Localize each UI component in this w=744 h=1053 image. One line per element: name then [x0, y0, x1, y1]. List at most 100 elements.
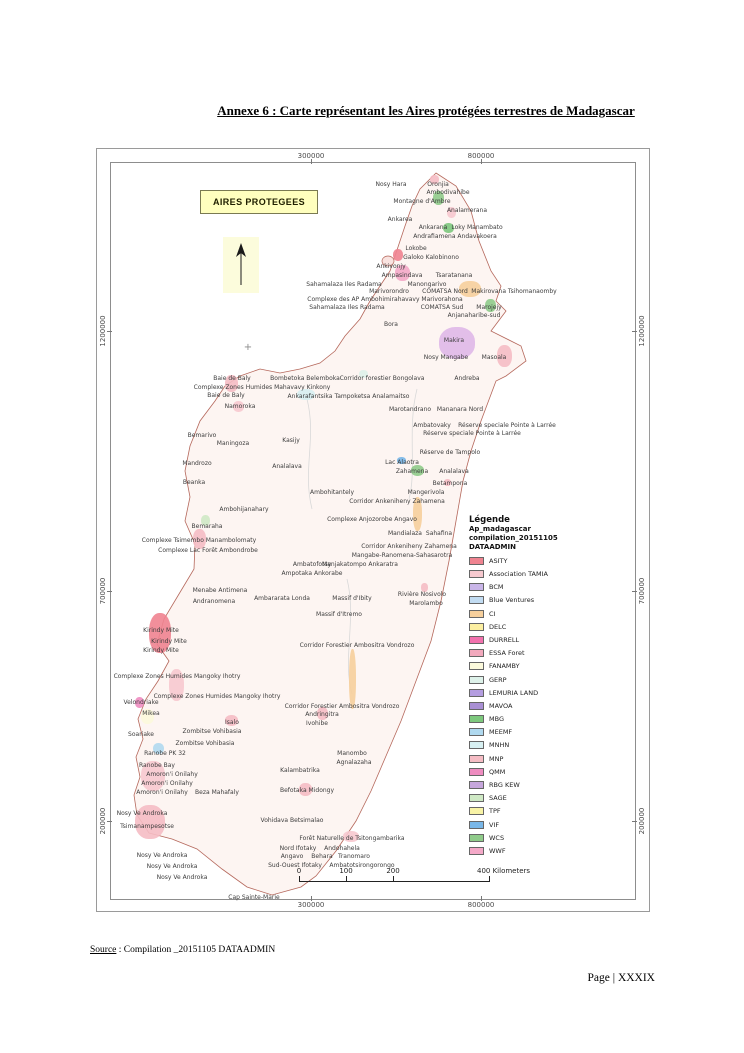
map-label: Velondriake: [123, 699, 159, 706]
map-region: [359, 370, 368, 378]
scale-bar-label: 0: [296, 867, 302, 875]
north-arrow-icon: [236, 243, 246, 285]
map-label: Amoron'i Onilahy: [146, 771, 198, 778]
legend-item-label: SAGE: [489, 794, 507, 803]
legend-swatch: [469, 820, 484, 829]
legend-swatch: [469, 728, 484, 737]
frame-tick: [311, 159, 312, 164]
map-label: Nosy Mangabe: [423, 354, 469, 361]
legend-swatch: [469, 781, 484, 790]
map-label: Tampoketsa Analamaitso: [334, 393, 410, 400]
frame-tick: [481, 159, 482, 164]
map-label: Réserve speciale Pointe à Larrée: [423, 430, 521, 437]
map-label: Ankivonjy: [376, 263, 406, 270]
legend-item: DELC: [469, 620, 569, 633]
coord-label: 800000: [467, 152, 495, 160]
legend-item-label: MEEMF: [489, 728, 513, 737]
map-label: Masoala: [481, 354, 507, 361]
legend-item: MNP: [469, 752, 569, 765]
map-label: Forêt Naturelle de Tsitongambarika: [299, 835, 405, 842]
source-note: Source : Compilation _20151105 DATAADMIN: [90, 945, 275, 955]
map-region: [135, 697, 144, 708]
legend-swatch: [469, 649, 484, 658]
map-label: Analalava: [439, 468, 469, 475]
map-label: Ambatofotsy: [292, 561, 332, 568]
graticule-cross: +: [243, 342, 253, 353]
map-region: [317, 707, 328, 720]
map-label: Anjanaharibe-sud: [447, 312, 501, 319]
map-label: Tsaratanana: [435, 272, 473, 279]
map-region: [443, 223, 454, 233]
scale-bar-label: 100: [339, 867, 353, 875]
legend-item: QMM: [469, 765, 569, 778]
coord-label: 300000: [297, 901, 325, 909]
map-label: Namoroka: [224, 403, 256, 410]
frame-tick: [311, 896, 312, 901]
map-region: [459, 281, 481, 297]
legend-item: MEEMF: [469, 726, 569, 739]
map-label: Corridor Ankeniheny Zahamena: [349, 498, 445, 505]
legend-item-label: WWF: [489, 846, 506, 855]
map-label: COMATSA Nord: [422, 288, 468, 295]
legend-item: GERP: [469, 673, 569, 686]
map-label: Kirindy Mite: [151, 638, 187, 645]
map-region: [444, 479, 451, 486]
map-label: Lokobe: [405, 245, 427, 252]
map-region: [447, 207, 456, 218]
map-region: [297, 389, 315, 400]
legend-item: VIF: [469, 818, 569, 831]
map-label: Oronjia: [427, 181, 449, 188]
map-label: Mikea: [142, 710, 160, 717]
legend-swatch: [469, 583, 484, 592]
legend-swatch: [469, 609, 484, 618]
legend-swatch: [469, 675, 484, 684]
map-label: Complexe Zones Humides Mahavavy Kinkony: [193, 384, 331, 391]
map-label: Ankarana: [418, 224, 448, 231]
map-label: Complexe des AP Ambohimirahavavy Marivor…: [307, 296, 463, 303]
map-region: [233, 401, 244, 412]
map-label: Menabe Antimena: [192, 587, 248, 594]
legend-item-label: ESSA Foret: [489, 649, 525, 658]
legend-swatch: [469, 846, 484, 855]
map-label: Andohahela: [324, 845, 360, 852]
frame-tick: [632, 331, 637, 332]
river-line: [306, 398, 313, 510]
legend-item-label: Blue Ventures: [489, 596, 535, 605]
map-label: Kirindy Mite: [143, 627, 179, 634]
map-region: [497, 345, 512, 367]
legend-subtitle-line: DATAADMIN: [469, 542, 516, 551]
map-label: Nosy Hara: [375, 181, 407, 188]
map-label: Massif d'Itremo: [316, 611, 362, 618]
map-region: [485, 299, 496, 312]
map-label: Angavo: [280, 853, 304, 860]
map-region: [149, 613, 171, 653]
legend-swatch: [469, 767, 484, 776]
legend-swatch: [469, 688, 484, 697]
river-line: [408, 388, 418, 500]
map-region: [421, 583, 428, 592]
map-label: Isalo: [225, 719, 239, 726]
map-label: Corridor Forestier Ambositra Vondrozo: [299, 642, 415, 649]
legend-swatch: [469, 833, 484, 842]
map-label: Ambohitantely: [310, 489, 354, 496]
map-label: Manongarivo: [407, 281, 447, 288]
legend-item: TPF: [469, 805, 569, 818]
map-label: Befotaka Midongy: [279, 787, 335, 794]
scale-bar-line: [299, 881, 489, 882]
legend-swatch: [469, 715, 484, 724]
scale-bar-tick: [393, 876, 394, 882]
legend-item-label: BCM: [489, 583, 504, 592]
scale-bar-tick: [299, 876, 300, 882]
legend-item: ASITY: [469, 554, 569, 567]
map-label: Sahafina: [425, 530, 453, 537]
map-label: Analalava: [272, 463, 302, 470]
map-label: Mandialaza: [388, 530, 422, 537]
legend-swatch: [469, 596, 484, 605]
map-label: Beanka: [182, 479, 206, 486]
legend-item-label: DURRELL: [489, 635, 520, 644]
map-label: Mananara Nord: [436, 406, 484, 413]
legend-item: RBG KEW: [469, 778, 569, 791]
legend-item-label: CI: [489, 609, 496, 618]
map-region: [439, 327, 475, 359]
